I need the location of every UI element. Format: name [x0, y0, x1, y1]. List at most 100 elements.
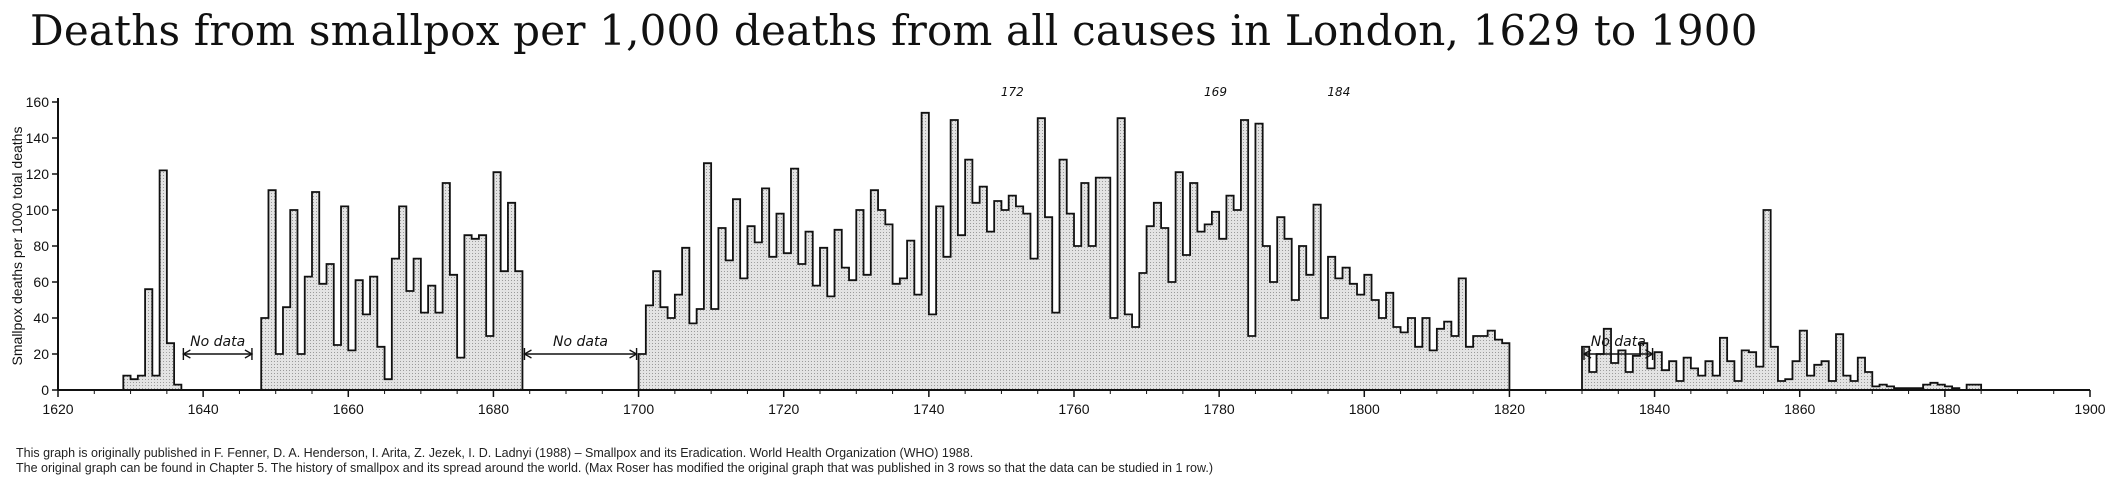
y-tick-label-100: 100	[26, 202, 50, 218]
bar-1771	[1153, 202, 1162, 390]
bar-1835	[1618, 350, 1626, 390]
bar-1705	[674, 294, 683, 390]
bar-1879	[1937, 384, 1945, 390]
bar-1700	[638, 354, 646, 390]
no-data-marker-3: No data	[1582, 334, 1654, 360]
bar-1784	[1248, 336, 1256, 390]
x-tick-label-1620: 1620	[42, 401, 73, 417]
bar-1864	[1828, 381, 1836, 390]
bar-1845	[1690, 368, 1699, 390]
series-outline	[122, 111, 1983, 391]
bar-1730	[856, 210, 864, 390]
y-tick-label-160: 160	[26, 94, 50, 110]
bar-1671	[428, 285, 436, 390]
x-tick-label-1840: 1840	[1639, 401, 1670, 417]
bar-1656	[319, 283, 327, 390]
bar-1817	[1487, 330, 1495, 390]
x-tick-label-1640: 1640	[188, 401, 219, 417]
bar-1883	[1966, 384, 1974, 390]
source-note-line-1: This graph is originally published in F.…	[16, 446, 974, 460]
bar-1856	[1770, 346, 1778, 390]
bar-1664	[377, 346, 385, 390]
bar-1630	[130, 379, 138, 390]
no-data-left-arrow	[182, 349, 191, 359]
bar-1814	[1465, 346, 1474, 390]
x-tick-label-1700: 1700	[623, 401, 654, 417]
bar-1677	[471, 238, 479, 390]
bar-1872	[1886, 386, 1895, 390]
no-data-right-arrow	[629, 349, 638, 359]
peak-label-1796: 184	[1327, 85, 1350, 99]
no-data-right-arrow	[1645, 349, 1654, 359]
bar-1652	[290, 210, 298, 390]
bar-1785	[1255, 123, 1263, 390]
bar-1806	[1407, 318, 1416, 390]
bar-1774	[1175, 172, 1183, 390]
bar-1868	[1857, 357, 1866, 390]
bar-1870	[1872, 386, 1880, 390]
bar-1804	[1393, 327, 1401, 390]
bar-1869	[1865, 372, 1873, 390]
bar-1781	[1226, 195, 1234, 390]
y-tick-label-60: 60	[33, 274, 49, 290]
bar-1636	[174, 384, 182, 390]
bar-1789	[1284, 238, 1292, 390]
bar-1761	[1081, 183, 1089, 390]
bar-1766	[1117, 118, 1125, 390]
bar-1734	[885, 224, 893, 390]
bar-1854	[1756, 366, 1764, 390]
bar-1763	[1095, 177, 1104, 390]
bar-1833	[1603, 328, 1612, 390]
plot-area: No data No data No data 172 169 184	[122, 85, 1983, 391]
bar-1794	[1320, 318, 1328, 390]
bar-1649	[268, 190, 276, 390]
x-tick-label-1760: 1760	[1058, 401, 1089, 417]
y-axis: 0 20 40 60 80 100 120 140 160	[26, 94, 59, 398]
source-notes: This graph is originally published in F.…	[16, 446, 1213, 476]
bar-1683	[515, 271, 523, 390]
bar-1775	[1182, 255, 1191, 390]
bar-1674	[449, 274, 458, 390]
bar-1777	[1197, 231, 1205, 390]
bar-1717	[761, 188, 770, 390]
bar-1735	[892, 283, 900, 390]
bar-1782	[1233, 210, 1241, 390]
y-tick-label-80: 80	[33, 238, 49, 254]
bar-1667	[399, 206, 407, 390]
bar-1799	[1357, 294, 1365, 390]
bar-1776	[1190, 183, 1198, 390]
bar-1723	[805, 231, 813, 390]
bar-1635	[166, 343, 175, 390]
bar-1718	[769, 256, 777, 390]
bar-1751	[1008, 195, 1016, 390]
x-tick-label-1780: 1780	[1204, 401, 1235, 417]
bar-1721	[790, 168, 799, 390]
bar-1663	[370, 276, 378, 390]
no-data-right-arrow	[244, 349, 254, 359]
x-tick-label-1800: 1800	[1349, 401, 1380, 417]
bar-1676	[464, 235, 472, 390]
bar-1780	[1219, 238, 1227, 390]
bar-1711	[718, 228, 726, 390]
bar-1724	[812, 285, 820, 390]
bar-1844	[1683, 357, 1691, 390]
bar-1839	[1647, 368, 1655, 390]
y-tick-label-0: 0	[41, 382, 49, 398]
x-tick-label-1820: 1820	[1494, 401, 1525, 417]
bar-1754	[1030, 258, 1038, 390]
x-tick-label-1900: 1900	[2074, 401, 2105, 417]
bar-1884	[1973, 384, 1982, 390]
bar-1850	[1727, 361, 1735, 390]
bar-1831	[1589, 372, 1597, 390]
bar-1793	[1313, 204, 1321, 390]
bar-1812	[1451, 336, 1459, 390]
bar-1808	[1422, 318, 1430, 390]
bar-1809	[1429, 350, 1437, 390]
bar-1840	[1654, 352, 1662, 390]
bar-1756	[1044, 217, 1053, 390]
bar-1632	[145, 289, 153, 390]
bar-1669	[413, 258, 421, 390]
bar-1750	[1001, 210, 1009, 390]
bar-1842	[1669, 361, 1677, 390]
bar-1675	[457, 357, 465, 390]
